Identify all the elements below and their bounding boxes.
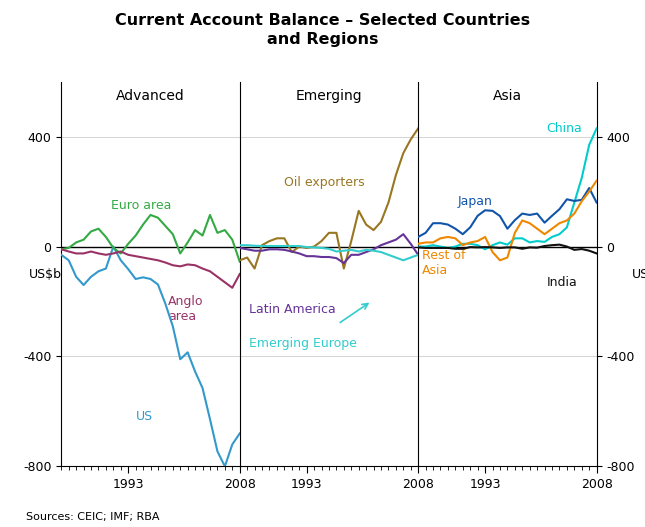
Text: India: India (547, 276, 577, 289)
Text: Emerging Europe: Emerging Europe (249, 337, 357, 350)
Text: Advanced: Advanced (116, 90, 185, 103)
Text: China: China (547, 122, 582, 135)
Text: Asia: Asia (493, 90, 522, 103)
Text: Current Account Balance – Selected Countries
and Regions: Current Account Balance – Selected Count… (115, 13, 530, 47)
Text: Anglo
area: Anglo area (168, 295, 204, 323)
Text: Japan: Japan (457, 195, 492, 208)
Text: US$b: US$b (632, 268, 645, 280)
Text: Rest of
Asia: Rest of Asia (422, 249, 465, 277)
Text: Oil exporters: Oil exporters (284, 175, 365, 189)
Text: Euro area: Euro area (111, 199, 172, 212)
Text: US$b: US$b (29, 268, 62, 280)
Text: Emerging: Emerging (295, 90, 362, 103)
Text: Latin America: Latin America (249, 302, 335, 316)
Text: Sources: CEIC; IMF; RBA: Sources: CEIC; IMF; RBA (26, 512, 159, 522)
Text: US: US (136, 410, 154, 423)
